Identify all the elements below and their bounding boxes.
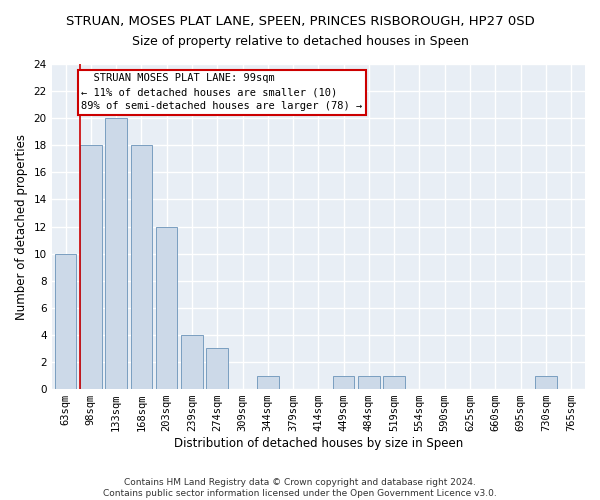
Text: Contains HM Land Registry data © Crown copyright and database right 2024.
Contai: Contains HM Land Registry data © Crown c… bbox=[103, 478, 497, 498]
X-axis label: Distribution of detached houses by size in Speen: Distribution of detached houses by size … bbox=[174, 437, 463, 450]
Y-axis label: Number of detached properties: Number of detached properties bbox=[15, 134, 28, 320]
Bar bbox=[206, 348, 228, 389]
Bar bbox=[156, 226, 178, 389]
Bar bbox=[257, 376, 278, 389]
Text: STRUAN, MOSES PLAT LANE, SPEEN, PRINCES RISBOROUGH, HP27 0SD: STRUAN, MOSES PLAT LANE, SPEEN, PRINCES … bbox=[65, 15, 535, 28]
Bar bbox=[80, 146, 101, 389]
Bar bbox=[358, 376, 380, 389]
Bar bbox=[333, 376, 355, 389]
Text: STRUAN MOSES PLAT LANE: 99sqm  
← 11% of detached houses are smaller (10)
89% of: STRUAN MOSES PLAT LANE: 99sqm ← 11% of d… bbox=[81, 74, 362, 112]
Bar bbox=[535, 376, 557, 389]
Bar bbox=[181, 335, 203, 389]
Bar bbox=[383, 376, 405, 389]
Text: Size of property relative to detached houses in Speen: Size of property relative to detached ho… bbox=[131, 35, 469, 48]
Bar bbox=[131, 146, 152, 389]
Bar bbox=[106, 118, 127, 389]
Bar bbox=[55, 254, 76, 389]
